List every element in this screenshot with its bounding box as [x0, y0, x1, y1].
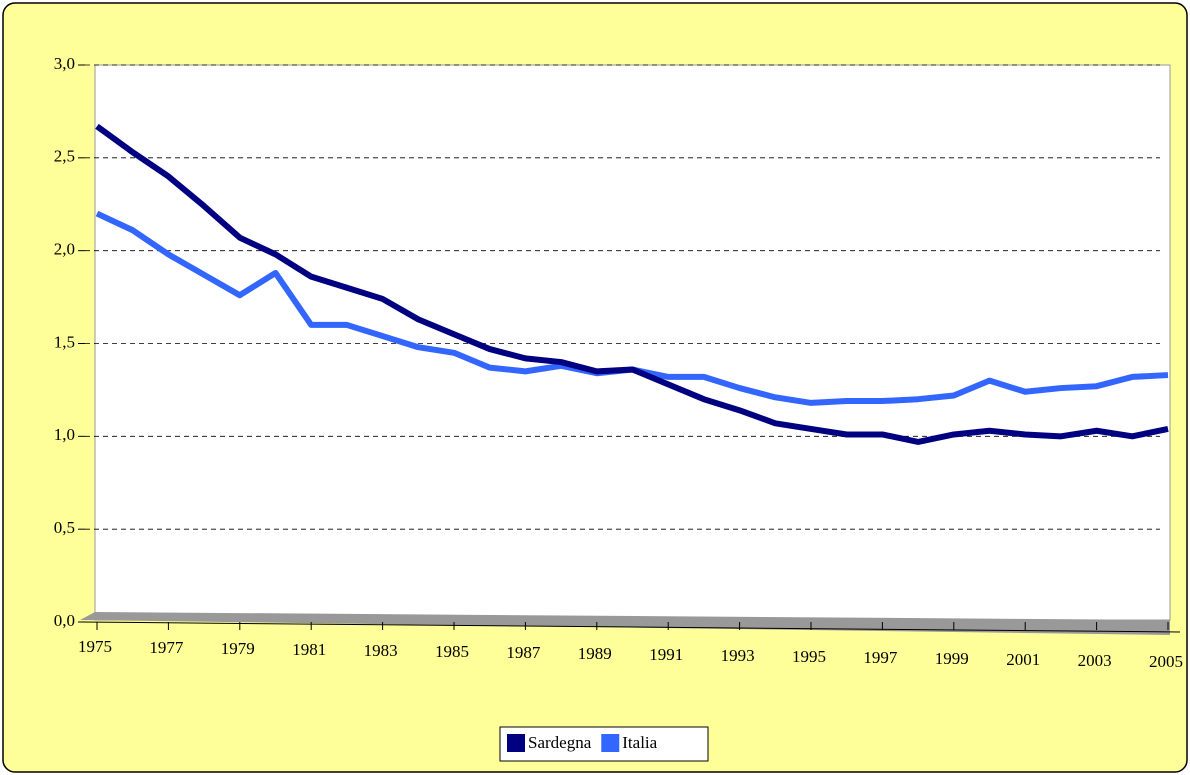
x-tick-label: 1981 [292, 640, 326, 659]
y-tick-label: 1,0 [54, 425, 75, 444]
legend-label: Italia [622, 733, 657, 752]
x-tick-label: 2001 [1006, 650, 1040, 669]
x-tick-label: 1983 [364, 641, 398, 660]
x-tick-label: 2005 [1149, 652, 1183, 671]
series-line [95, 123, 1169, 445]
x-tick-label: 1999 [935, 649, 969, 668]
x-tick-label: 1997 [863, 648, 898, 667]
x-tick-label: 1989 [578, 644, 612, 663]
plot-area [94, 64, 1171, 621]
x-tick-label: 2003 [1078, 651, 1112, 670]
legend-label: Sardegna [528, 733, 592, 752]
y-tick-label: 2,0 [54, 240, 75, 259]
y-tick-label: 0,5 [54, 518, 75, 537]
x-axis [79, 621, 1181, 633]
y-tick-label: 1,5 [54, 332, 75, 351]
x-tick-label: 1979 [221, 639, 255, 658]
y-tick-label: 0,0 [54, 611, 75, 630]
legend-swatch [601, 734, 620, 752]
x-tick-label: 1987 [506, 643, 541, 662]
x-tick-label: 1991 [649, 645, 683, 664]
x-tick-label: 1977 [149, 638, 184, 657]
x-tick-label: 1995 [792, 647, 826, 666]
legend-swatch [507, 734, 525, 752]
y-tick-label: 2,5 [54, 147, 75, 166]
y-tick-label: 3,0 [54, 54, 75, 73]
x-tick-label: 1993 [721, 646, 755, 665]
x-tick-label: 1985 [435, 642, 469, 661]
x-tick-label: 1975 [78, 637, 112, 656]
